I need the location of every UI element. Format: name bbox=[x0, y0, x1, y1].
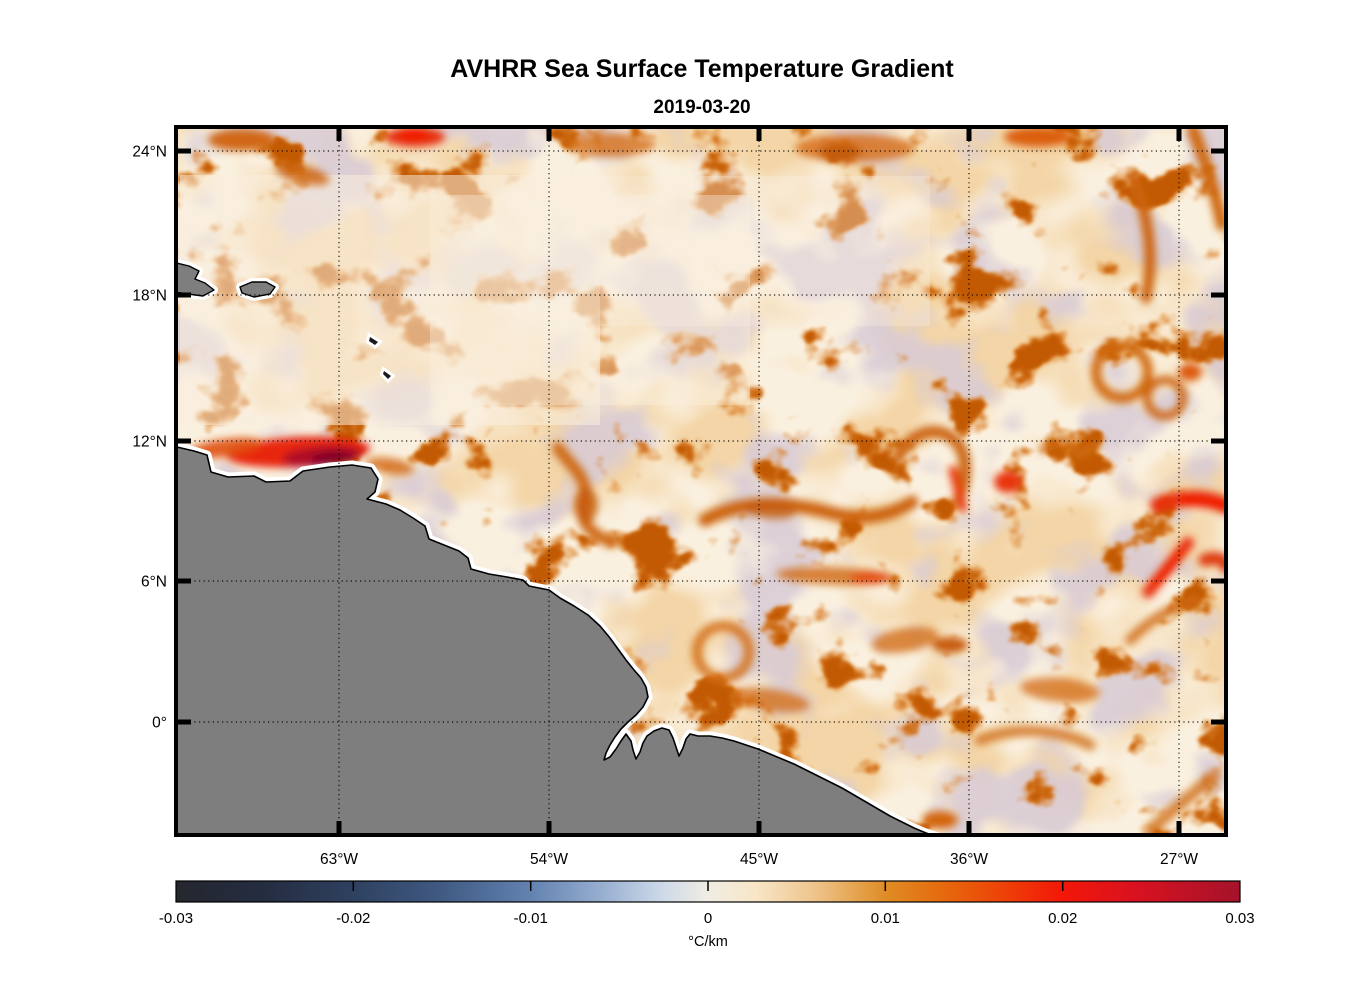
map-plot-area: 24°N 18°N 12°N 6°N 0° 63°W 54°W 45°W 36°… bbox=[132, 125, 1228, 868]
cb-label-001: 0.01 bbox=[871, 910, 900, 927]
cb-label-zero: 0 bbox=[704, 910, 712, 927]
land-group bbox=[176, 258, 944, 835]
colorbar: -0.03 -0.02 -0.01 0 0.01 0.02 0.03 °C/km bbox=[159, 880, 1255, 950]
cb-label-003: 0.03 bbox=[1225, 910, 1254, 927]
gradient-features bbox=[187, 127, 1226, 835]
lon-label-27w: 27°W bbox=[1160, 851, 1198, 868]
cb-label-002: 0.02 bbox=[1048, 910, 1077, 927]
graticule-gridlines bbox=[176, 127, 1226, 835]
quiet-zone-nw bbox=[180, 175, 600, 425]
colorbar-unit-label: °C/km bbox=[688, 934, 728, 950]
cb-label-neg003: -0.03 bbox=[159, 910, 193, 927]
lat-label-24n: 24°N bbox=[132, 143, 167, 160]
lat-label-0: 0° bbox=[152, 714, 167, 731]
lon-label-45w: 45°W bbox=[740, 851, 778, 868]
date-subtitle: 2019-03-20 bbox=[653, 97, 750, 118]
lat-tick-labels: 24°N 18°N 12°N 6°N 0° bbox=[132, 143, 167, 731]
colorbar-tick-labels: -0.03 -0.02 -0.01 0 0.01 0.02 0.03 bbox=[159, 910, 1255, 927]
cb-label-neg002: -0.02 bbox=[336, 910, 370, 927]
lon-label-63w: 63°W bbox=[320, 851, 358, 868]
islet-2 bbox=[383, 371, 391, 379]
islet-1 bbox=[369, 337, 378, 345]
axes-frame bbox=[174, 125, 1228, 837]
colorbar-ticks bbox=[352, 881, 1064, 891]
lon-label-36w: 36°W bbox=[950, 851, 988, 868]
lat-label-6n: 6°N bbox=[141, 573, 167, 590]
island bbox=[239, 281, 276, 298]
lon-label-54w: 54°W bbox=[530, 851, 568, 868]
colorbar-bar bbox=[175, 880, 1241, 903]
lon-tick-labels: 63°W 54°W 45°W 36°W 27°W bbox=[320, 851, 1198, 868]
page-title: AVHRR Sea Surface Temperature Gradient bbox=[450, 55, 954, 83]
cb-label-neg001: -0.01 bbox=[514, 910, 548, 927]
land-mass bbox=[176, 446, 935, 835]
heatmap-field bbox=[176, 127, 1226, 835]
quiet-zone-top-mid bbox=[600, 176, 930, 326]
lat-label-18n: 18°N bbox=[132, 287, 167, 304]
axis-ticks bbox=[178, 129, 1224, 833]
quiet-zone-n-central bbox=[430, 195, 750, 405]
lat-label-12n: 12°N bbox=[132, 433, 167, 450]
